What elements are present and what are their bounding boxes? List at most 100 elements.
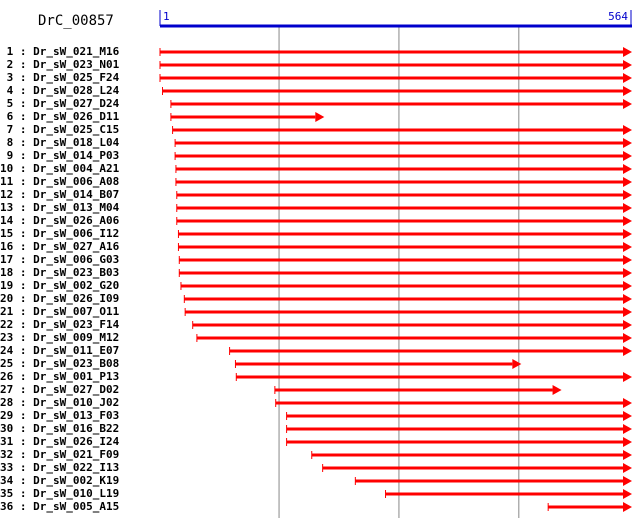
- read-index: 3 :: [0, 71, 34, 84]
- read-label[interactable]: 29 : Dr_sW_013_F03: [0, 409, 119, 422]
- read-index: 32 :: [0, 448, 34, 461]
- read-index: 27 :: [0, 383, 34, 396]
- read-bar: [176, 206, 623, 210]
- read-label[interactable]: 7 : Dr_sW_025_C15: [0, 123, 120, 136]
- read-index: 35 :: [0, 487, 34, 500]
- read-label[interactable]: 3 : Dr_sW_025_F24: [0, 71, 120, 84]
- read-index: 17 :: [0, 253, 34, 266]
- read-label[interactable]: 17 : Dr_sW_006_G03: [0, 253, 119, 266]
- read-bar: [355, 479, 623, 483]
- read-arrowhead: [623, 73, 632, 83]
- read-label[interactable]: 16 : Dr_sW_027_A16: [0, 240, 119, 253]
- read-arrowhead: [623, 138, 632, 148]
- read-bar: [322, 466, 623, 470]
- read-index: 24 :: [0, 344, 34, 357]
- read-label[interactable]: 35 : Dr_sW_010_L19: [0, 487, 119, 500]
- read-index: 31 :: [0, 435, 34, 448]
- read-label[interactable]: 2 : Dr_sW_023_N01: [0, 58, 120, 71]
- contig-title: DrC_00857: [38, 13, 114, 29]
- read-index: 28 :: [0, 396, 34, 409]
- read-bar: [180, 284, 623, 288]
- read-name: Dr_sW_027_A16: [33, 240, 120, 253]
- read-bar: [175, 180, 623, 184]
- read-label[interactable]: 26 : Dr_sW_001_P13: [0, 370, 119, 383]
- read-label[interactable]: 6 : Dr_sW_026_D11: [0, 110, 120, 123]
- read-label[interactable]: 12 : Dr_sW_014_B07: [0, 188, 119, 201]
- read-label[interactable]: 13 : Dr_sW_013_M04: [0, 201, 119, 214]
- read-bar: [286, 427, 623, 431]
- read-label[interactable]: 20 : Dr_sW_026_I09: [0, 292, 119, 305]
- read-name: Dr_sW_002_K19: [33, 474, 120, 487]
- read-arrowhead: [623, 268, 632, 278]
- read-label[interactable]: 33 : Dr_sW_022_I13: [0, 461, 119, 474]
- read-label[interactable]: 10 : Dr_sW_004_A21: [0, 162, 119, 175]
- read-label[interactable]: 14 : Dr_sW_026_A06: [0, 214, 119, 227]
- read-bar: [170, 102, 624, 106]
- read-label[interactable]: 5 : Dr_sW_027_D24: [0, 97, 120, 110]
- read-index: 34 :: [0, 474, 34, 487]
- read-bar: [185, 310, 623, 314]
- read-index: 21 :: [0, 305, 34, 318]
- read-name: Dr_sW_004_A21: [33, 162, 120, 175]
- read-label[interactable]: 28 : Dr_sW_010_J02: [0, 396, 119, 409]
- read-index: 20 :: [0, 292, 34, 305]
- read-name: Dr_sW_026_D11: [33, 110, 120, 123]
- read-bar: [162, 89, 624, 93]
- read-bar: [176, 193, 623, 197]
- read-name: Dr_sW_021_F09: [33, 448, 120, 461]
- read-index: 5 :: [0, 97, 34, 110]
- read-label[interactable]: 8 : Dr_sW_018_L04: [0, 136, 120, 149]
- read-name: Dr_sW_001_P13: [33, 370, 120, 383]
- read-label[interactable]: 4 : Dr_sW_028_L24: [0, 84, 120, 97]
- read-label[interactable]: 23 : Dr_sW_009_M12: [0, 331, 119, 344]
- read-arrowhead: [623, 463, 632, 473]
- read-bar: [236, 375, 623, 379]
- read-index: 26 :: [0, 370, 34, 383]
- read-label[interactable]: 19 : Dr_sW_002_G20: [0, 279, 119, 292]
- read-bar: [196, 336, 623, 340]
- read-name: Dr_sW_016_B22: [33, 422, 120, 435]
- read-bar: [160, 50, 623, 54]
- read-arrowhead: [623, 255, 632, 265]
- read-name: Dr_sW_021_M16: [33, 45, 120, 58]
- read-label[interactable]: 34 : Dr_sW_002_K19: [0, 474, 119, 487]
- read-name: Dr_sW_006_G03: [33, 253, 120, 266]
- read-label[interactable]: 9 : Dr_sW_014_P03: [0, 149, 120, 162]
- read-label[interactable]: 15 : Dr_sW_006_I12: [0, 227, 119, 240]
- read-bar: [274, 388, 553, 392]
- read-arrowhead: [623, 216, 632, 226]
- read-label[interactable]: 24 : Dr_sW_011_E07: [0, 344, 119, 357]
- read-name: Dr_sW_013_F03: [33, 409, 120, 422]
- read-label[interactable]: 36 : Dr_sW_005_A15: [0, 500, 119, 513]
- read-bar: [175, 167, 623, 171]
- read-label[interactable]: 21 : Dr_sW_007_O11: [0, 305, 119, 318]
- read-arrowhead: [623, 125, 632, 135]
- scale-start-label: 1: [163, 10, 170, 23]
- read-label[interactable]: 27 : Dr_sW_027_D02: [0, 383, 119, 396]
- read-label[interactable]: 30 : Dr_sW_016_B22: [0, 422, 119, 435]
- read-bar: [548, 505, 623, 509]
- read-name: Dr_sW_025_C15: [33, 123, 120, 136]
- read-arrowhead: [623, 164, 632, 174]
- read-arrowhead: [623, 229, 632, 239]
- read-name: Dr_sW_002_G20: [33, 279, 120, 292]
- read-label[interactable]: 25 : Dr_sW_023_B08: [0, 357, 119, 370]
- read-index: 16 :: [0, 240, 34, 253]
- read-arrowhead: [623, 372, 632, 382]
- read-bar: [179, 258, 623, 262]
- read-label[interactable]: 31 : Dr_sW_026_I24: [0, 435, 119, 448]
- read-name: Dr_sW_026_I24: [33, 435, 120, 448]
- read-bar: [192, 323, 623, 327]
- read-bar: [385, 492, 623, 496]
- read-index: 23 :: [0, 331, 34, 344]
- read-bar: [172, 128, 623, 132]
- read-label[interactable]: 18 : Dr_sW_023_B03: [0, 266, 119, 279]
- read-label[interactable]: 11 : Dr_sW_006_A08: [0, 175, 119, 188]
- read-index: 12 :: [0, 188, 34, 201]
- read-arrowhead: [623, 450, 632, 460]
- read-label[interactable]: 32 : Dr_sW_021_F09: [0, 448, 119, 461]
- read-name: Dr_sW_009_M12: [33, 331, 120, 344]
- read-label[interactable]: 1 : Dr_sW_021_M16: [0, 45, 120, 58]
- read-label[interactable]: 22 : Dr_sW_023_F14: [0, 318, 119, 331]
